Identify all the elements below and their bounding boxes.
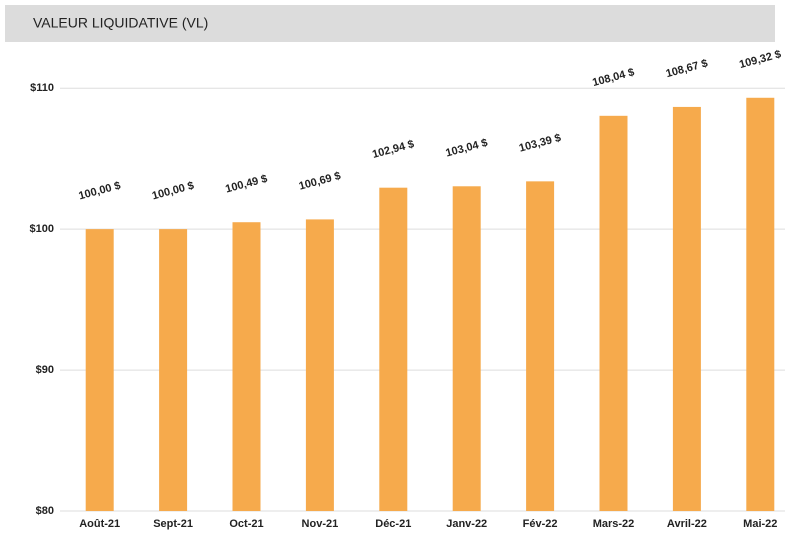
value-label: 100,00 $ — [151, 180, 195, 203]
y-tick-label: $100 — [30, 223, 54, 235]
x-tick-label: Mai-22 — [743, 518, 777, 530]
value-label: 102,94 $ — [371, 138, 415, 161]
x-tick-label: Fév-22 — [523, 518, 558, 530]
bar — [159, 229, 188, 511]
x-tick-label: Janv-22 — [446, 518, 487, 530]
value-label: 109,32 $ — [738, 48, 782, 71]
bar — [746, 97, 775, 512]
x-tick-label: Mars-22 — [593, 518, 635, 530]
value-label: 108,04 $ — [591, 66, 635, 89]
x-tick-label: Août-21 — [79, 518, 120, 530]
x-tick-label: Oct-21 — [229, 518, 263, 530]
x-tick-label: Déc-21 — [375, 518, 411, 530]
bar — [379, 187, 408, 511]
value-label: 100,00 $ — [77, 180, 121, 203]
bar — [85, 229, 114, 511]
bar — [305, 219, 334, 511]
chart-title: VALEUR LIQUIDATIVE (VL) — [33, 15, 208, 31]
value-label: 108,67 $ — [665, 58, 709, 81]
bar — [232, 222, 261, 511]
bar — [526, 181, 555, 512]
bar — [452, 186, 481, 511]
y-tick-label: $90 — [36, 364, 54, 376]
x-tick-label: Nov-21 — [302, 518, 339, 530]
bar — [672, 106, 701, 511]
y-tick-label: $110 — [30, 82, 54, 94]
value-label: 103,04 $ — [444, 137, 488, 160]
value-label: 100,49 $ — [224, 173, 268, 196]
bar — [599, 115, 628, 511]
value-label: 103,39 $ — [518, 132, 562, 155]
x-tick-label: Avril-22 — [667, 518, 707, 530]
header-bar — [5, 5, 775, 42]
y-tick-label: $80 — [36, 505, 54, 517]
x-tick-label: Sept-21 — [153, 518, 193, 530]
value-label: 100,69 $ — [298, 170, 342, 193]
